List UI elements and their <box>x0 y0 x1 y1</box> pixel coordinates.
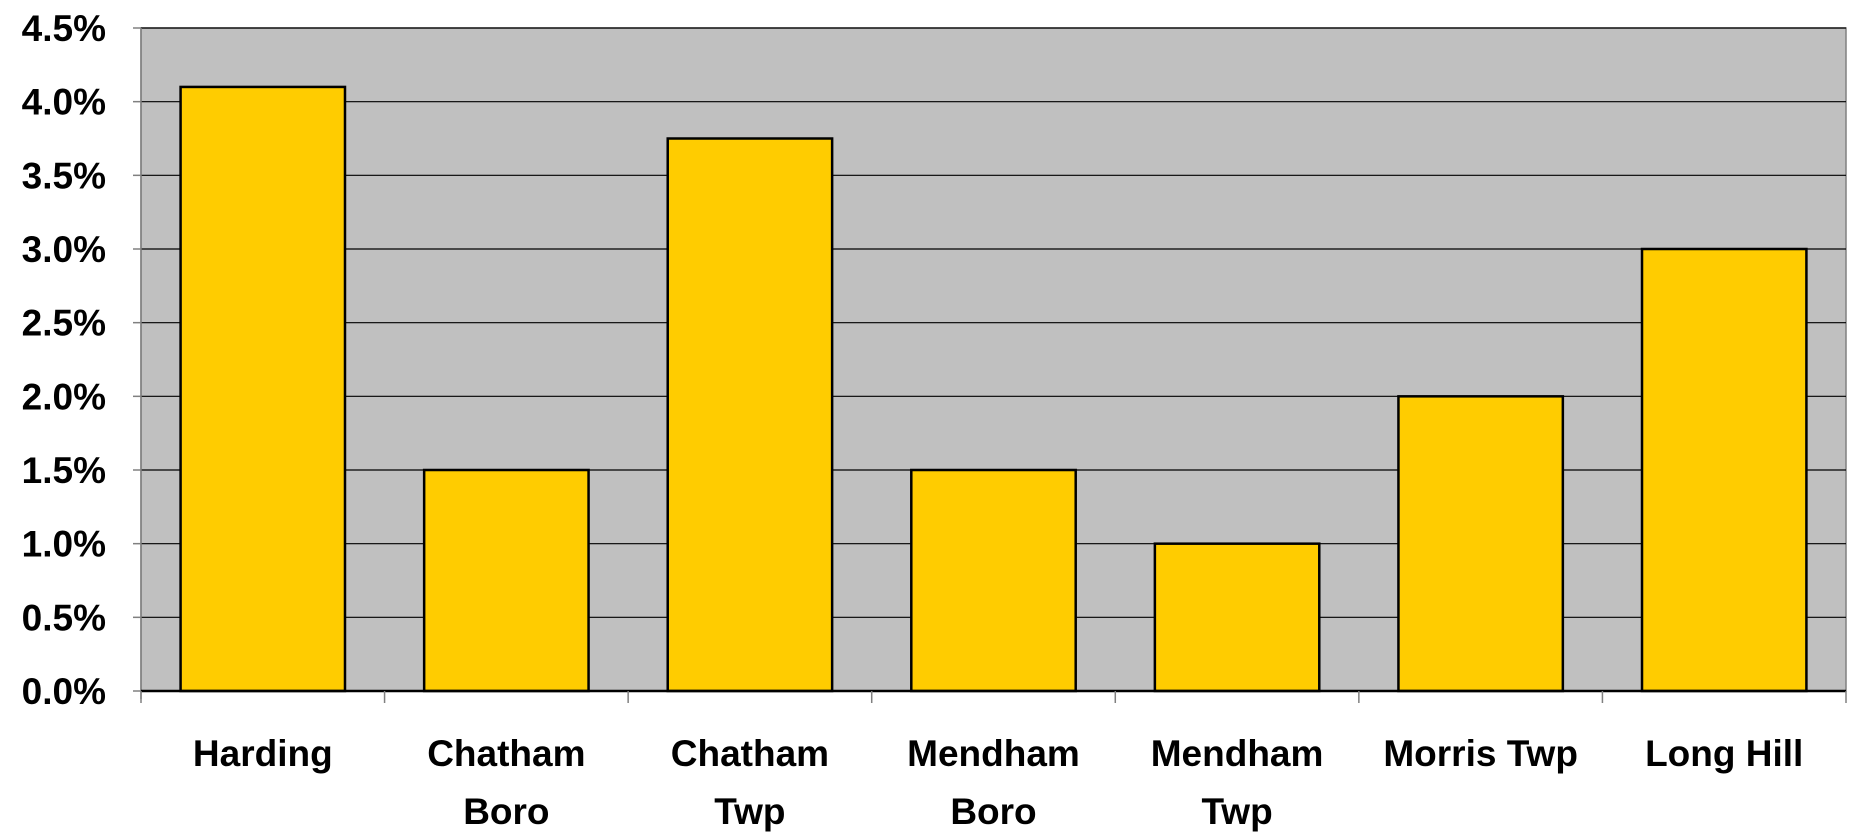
x-tick-label: Chatham Twp <box>671 733 829 832</box>
x-tick-label: Chatham Boro <box>427 733 585 832</box>
bar <box>422 468 590 693</box>
y-tick-label: 0.0% <box>22 671 106 712</box>
x-tick-label: Long Hill <box>1645 733 1803 774</box>
bar <box>1153 542 1321 693</box>
x-tick-label: Mendham Boro <box>907 733 1080 832</box>
y-tick-label: 1.5% <box>22 450 106 491</box>
axes <box>133 27 1847 703</box>
y-tick-label: 2.0% <box>22 376 106 417</box>
y-tick-label: 3.5% <box>22 155 106 196</box>
x-tick-label: Harding <box>193 733 333 774</box>
bar <box>1640 247 1808 693</box>
y-tick-label: 0.5% <box>22 597 106 638</box>
y-tick-label: 3.0% <box>22 229 106 270</box>
bars <box>179 85 1808 693</box>
y-tick-label: 4.0% <box>22 82 106 123</box>
y-tick-labels: 0.0% 0.5% 1.0% 1.5% 2.0% 2.5% 3.0% 3.5% 4.0% 4.5% <box>22 8 106 712</box>
bar <box>179 85 347 693</box>
x-tick-labels: Harding Chatham Boro Chatham Twp Mendham Boro M… <box>193 733 1803 832</box>
x-tick-label: Mendham Twp <box>1151 733 1324 832</box>
y-tick-label: 2.5% <box>22 303 106 344</box>
bar <box>666 137 834 693</box>
y-tick-label: 4.5% <box>22 8 106 49</box>
x-tick-label: Morris Twp <box>1383 733 1578 774</box>
bar <box>1397 395 1565 693</box>
y-tick-label: 1.0% <box>22 524 106 565</box>
bar <box>910 468 1077 693</box>
